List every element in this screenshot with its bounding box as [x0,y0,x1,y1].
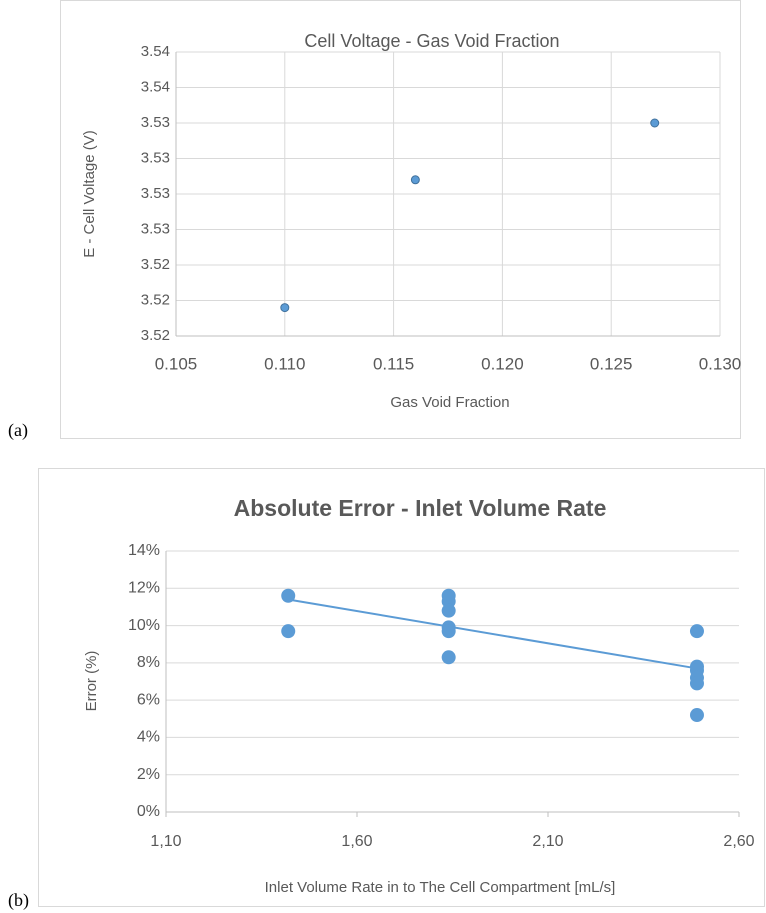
chart-frame [60,0,741,439]
y-tick-label: 10% [128,617,160,634]
y-tick-label: 14% [128,542,160,559]
x-tick-label: 1,60 [341,833,372,850]
y-tick-label: 3.53 [141,149,170,166]
data-point [689,708,704,723]
data-point [280,303,290,313]
data-point [441,624,456,639]
data-point [281,588,296,603]
chart-title: Absolute Error - Inlet Volume Rate [234,495,607,521]
y-tick-label: 0% [137,803,160,820]
y-tick-label: 3.53 [141,185,170,202]
y-tick-label: 3.53 [141,114,170,131]
data-point [689,676,704,691]
x-tick-label: 0.125 [590,354,633,373]
x-axis-label: Gas Void Fraction [390,394,509,411]
y-tick-label: 2% [137,766,160,783]
x-tick-label: 0.120 [481,354,524,373]
y-tick-label: 8% [137,654,160,671]
y-axis-label: Error (%) [83,651,100,712]
data-point [689,624,704,639]
y-axis-label: E - Cell Voltage (V) [81,130,98,258]
y-tick-label: 6% [137,691,160,708]
data-point [441,603,456,618]
x-tick-label: 1,10 [150,833,181,850]
panel-label: (b) [8,890,29,911]
data-point [441,650,456,665]
x-tick-label: 0.130 [699,354,742,373]
x-tick-label: 2,60 [723,833,754,850]
data-point [281,624,296,639]
y-tick-label: 3.52 [141,327,170,344]
x-tick-label: 0.110 [264,354,305,373]
trendline [288,598,698,670]
y-tick-label: 3.53 [141,220,170,237]
panel-label: (a) [8,420,28,441]
x-tick-label: 0.115 [373,354,414,373]
x-tick-label: 0.105 [155,354,198,373]
y-tick-label: 3.52 [141,256,170,273]
y-tick-label: 3.54 [141,78,170,95]
x-tick-label: 2,10 [532,833,563,850]
data-point [650,118,660,128]
chart-frame [38,468,765,907]
data-point [410,175,420,185]
chart-title: Cell Voltage - Gas Void Fraction [304,31,559,51]
y-tick-label: 4% [137,729,160,746]
x-axis-label: Inlet Volume Rate in to The Cell Compart… [265,879,616,896]
y-tick-label: 3.54 [141,43,170,60]
y-tick-label: 12% [128,580,160,597]
y-tick-label: 3.52 [141,291,170,308]
